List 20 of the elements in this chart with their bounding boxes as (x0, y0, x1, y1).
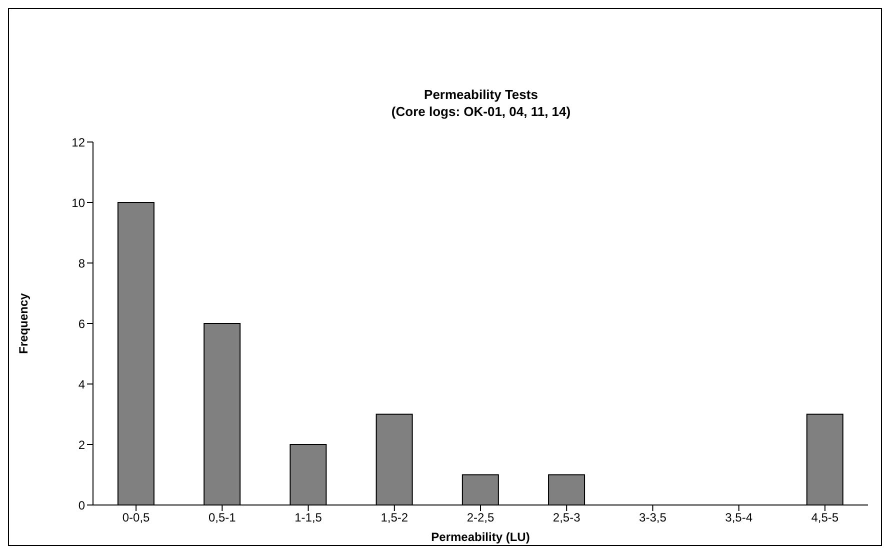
x-tick-label: 1,5-2 (380, 510, 408, 525)
chart-subtitle: (Core logs: OK-01, 04, 11, 14) (390, 103, 572, 120)
y-tick-label: 8 (78, 256, 86, 270)
y-tick-label: 0 (78, 498, 86, 512)
y-axis-title: Frequency (16, 292, 30, 354)
x-tick-label: 0,5-1 (208, 510, 236, 525)
y-tick-label: 12 (72, 135, 86, 150)
x-tick-label: 3,5-4 (725, 510, 753, 525)
x-tick-label: 0-0,5 (122, 510, 150, 525)
x-axis-title: Permeability (LU) (431, 530, 530, 544)
y-tick-label: 2 (78, 438, 86, 452)
x-tick-label: 2,5-3 (552, 510, 581, 525)
y-tick-label: 4 (78, 377, 86, 392)
x-tick-label: 2-2,5 (466, 510, 494, 525)
x-tick-label: 3-3,5 (639, 510, 667, 525)
x-tick-label: 4,5-5 (811, 510, 839, 525)
x-tick-label: 1-1,5 (294, 510, 322, 525)
y-tick-label: 6 (78, 316, 86, 331)
chart-title: Permeability Tests (423, 86, 539, 103)
y-tick-label: 10 (72, 196, 86, 210)
